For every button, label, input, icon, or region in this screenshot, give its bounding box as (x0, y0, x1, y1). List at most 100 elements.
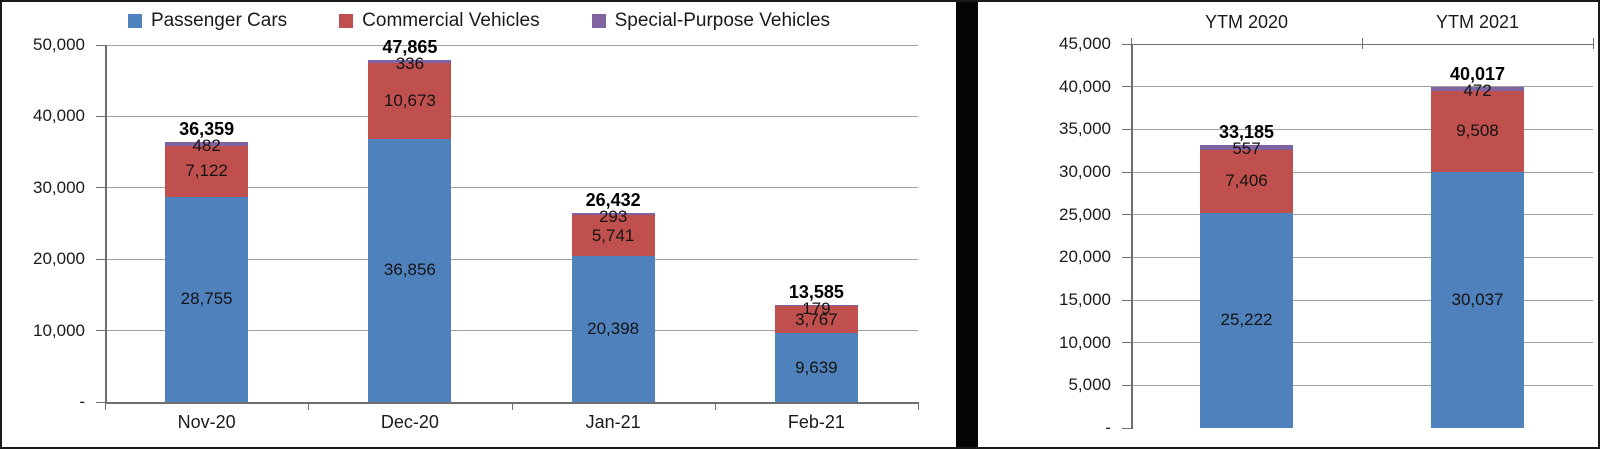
y-tick-label: 40,000 (1059, 76, 1111, 96)
bar-value-label-commercial-vehicles: 10,673 (383, 90, 436, 110)
x-axis-tick (918, 402, 919, 410)
bar-value-label-passenger-cars: 28,755 (180, 289, 233, 309)
gridline (1131, 128, 1593, 130)
gridline (105, 330, 918, 332)
bar-value-label-passenger-cars: 9,639 (795, 357, 838, 377)
bar-total-label: 36,359 (179, 119, 235, 140)
gridline (105, 187, 918, 189)
y-tick-mark (1122, 43, 1131, 45)
gridline (1131, 342, 1593, 344)
bar-value-label-commercial-vehicles: 5,741 (591, 225, 635, 245)
y-tick-label: 35,000 (1059, 119, 1111, 139)
y-tick-label: 40,000 (33, 106, 85, 126)
x-axis-tick (511, 402, 513, 410)
y-tick-label: 45,000 (1059, 34, 1111, 53)
category-label: YTM 2020 (1204, 12, 1289, 32)
y-tick-label: 20,000 (33, 249, 85, 269)
bar-segment-commercial-vehicles (165, 145, 249, 197)
bar-segment-special-purpose-vehicles (165, 142, 249, 146)
bar-segment-passenger-cars (368, 138, 452, 402)
y-tick-label: 10,000 (1059, 332, 1111, 352)
y-tick-label: 15,000 (1059, 290, 1111, 309)
bar-value-label-special-purpose-vehicles: 482 (192, 136, 221, 156)
category-label: Nov-20 (177, 412, 236, 432)
bar-total-label: 13,585 (788, 282, 844, 302)
bar-value-label-commercial-vehicles: 7,406 (1225, 171, 1268, 191)
gridline (1131, 256, 1593, 258)
bar-value-label-special-purpose-vehicles: 293 (598, 207, 628, 227)
category-axis-tick (1593, 38, 1594, 49)
y-tick-mark (96, 44, 105, 46)
bar-segment-passenger-cars (1431, 171, 1524, 428)
y-tick-label: 5,000 (1068, 375, 1111, 395)
gridline (1131, 384, 1593, 386)
bar-segment-special-purpose-vehicles (368, 60, 452, 63)
legend-label: Commercial Vehicles (362, 10, 540, 31)
bar-segment-passenger-cars (774, 333, 858, 402)
bar-value-label-passenger-cars: 30,037 (1451, 289, 1504, 309)
bar-segment-special-purpose-vehicles (1200, 144, 1293, 150)
category-label: Feb-21 (787, 412, 845, 432)
y-tick-mark (1122, 128, 1131, 130)
gridline (105, 44, 918, 46)
gridline (105, 115, 918, 117)
bar-segment-commercial-vehicles (1431, 90, 1524, 172)
category-label: Jan-21 (585, 412, 641, 432)
y-tick-label: - (79, 392, 85, 411)
y-tick-label: - (1105, 418, 1111, 437)
gridline (1131, 299, 1593, 301)
y-tick-mark (96, 330, 105, 332)
y-axis (105, 45, 107, 403)
legend-label: Passenger Cars (150, 10, 288, 31)
bar-segment-commercial-vehicles (1200, 149, 1293, 213)
ytm-sales-chart-panel: - 5,000 10,000 15,000 20,000 25,000 30,000 35,0… (978, 2, 1598, 447)
gridline (1131, 171, 1593, 173)
bar-value-label-special-purpose-vehicles: 557 (1232, 138, 1261, 158)
monthly-sales-chart-panel: Passenger Cars Commercial Vehicles Special… (2, 2, 956, 447)
y-axis (1131, 44, 1133, 429)
bar-segment-special-purpose-vehicles (1431, 86, 1524, 91)
x-axis-tick (105, 402, 106, 410)
y-tick-mark (96, 115, 105, 117)
y-tick-label: 30,000 (1059, 162, 1111, 181)
bar-value-label-commercial-vehicles: 9,508 (1456, 121, 1499, 141)
category-label: YTM 2021 (1435, 12, 1520, 32)
bar-segment-passenger-cars (571, 256, 655, 402)
legend-item-special-purpose-vehicles: Special-Purpose Vehicles (591, 10, 831, 32)
bar-total-label: 40,017 (1449, 63, 1506, 84)
bar-total-label: 26,432 (585, 190, 641, 211)
bar-value-label-special-purpose-vehicles: 472 (1463, 80, 1492, 100)
y-tick-mark (1122, 86, 1131, 88)
gridline (1131, 86, 1593, 88)
legend: Passenger Cars Commercial Vehicles Special… (2, 9, 956, 33)
bar-value-label-special-purpose-vehicles: 179 (802, 299, 831, 318)
panel-divider (956, 2, 978, 447)
bar-value-label-special-purpose-vehicles: 336 (395, 54, 425, 74)
y-tick-mark (1122, 427, 1131, 429)
bar-segment-passenger-cars (165, 196, 249, 402)
x-axis-tick (714, 402, 716, 410)
category-axis-tick (1362, 38, 1363, 49)
category-label: Dec-20 (380, 412, 439, 432)
legend-label: Special-Purpose Vehicles (614, 10, 831, 31)
legend-swatch-icon (127, 14, 142, 28)
y-tick-mark (1122, 299, 1131, 301)
bar-segment-commercial-vehicles (774, 306, 858, 334)
legend-item-passenger-cars: Passenger Cars (127, 10, 288, 32)
gridline (105, 258, 918, 260)
gridline (1131, 214, 1593, 216)
y-tick-label: 30,000 (33, 177, 85, 197)
y-tick-mark (1122, 171, 1131, 173)
y-tick-mark (1122, 214, 1131, 216)
y-tick-mark (1122, 384, 1131, 386)
bar-value-label-passenger-cars: 25,222 (1220, 310, 1273, 330)
bar-value-label-passenger-cars: 20,398 (587, 319, 640, 339)
y-tick-mark (96, 401, 105, 403)
legend-swatch-icon (591, 14, 606, 28)
y-tick-label: 10,000 (33, 320, 85, 340)
y-tick-mark (1122, 256, 1131, 258)
bar-value-label-commercial-vehicles: 7,122 (185, 161, 228, 181)
y-tick-label: 50,000 (33, 35, 85, 54)
legend-swatch-icon (339, 14, 354, 28)
